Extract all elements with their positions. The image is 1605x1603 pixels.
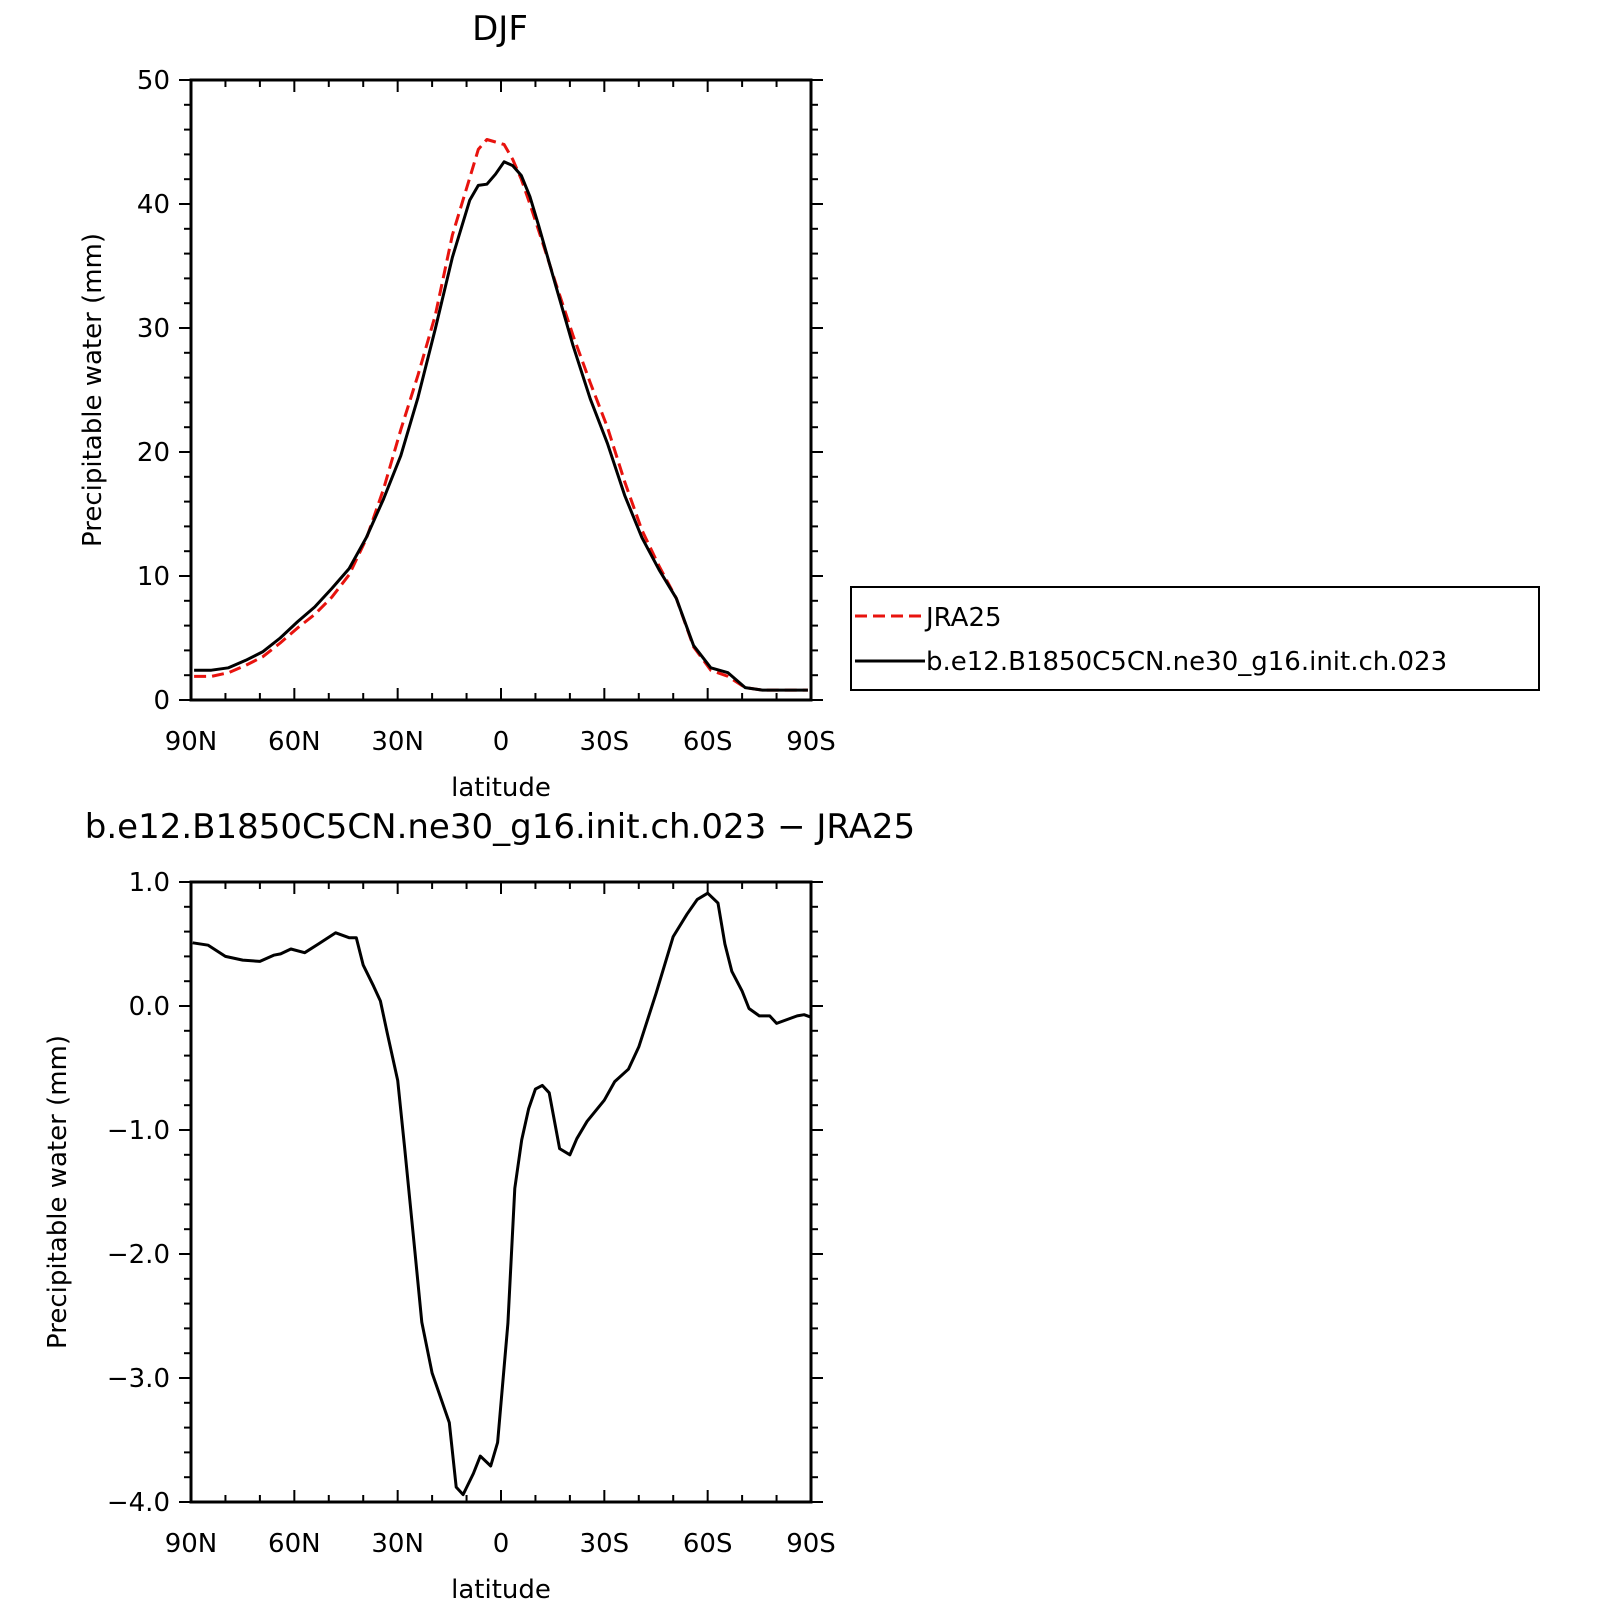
series-jra25-line [194, 138, 808, 692]
y-tick-label: 1.0 [129, 868, 170, 898]
panel1-data-lines [194, 138, 808, 692]
panel2-ticks [179, 881, 823, 1503]
series-difference-line [192, 891, 812, 1497]
y-tick-label: 50 [137, 66, 170, 96]
y-tick-label: −3.0 [107, 1364, 170, 1394]
y-tick-label: −1.0 [107, 1116, 170, 1146]
legend-label-jra25: JRA25 [924, 603, 1002, 633]
panel1-plot-frame [189, 78, 813, 702]
legend-label-model: b.e12.B1850C5CN.ne30_g16.init.ch.023 [926, 647, 1447, 677]
x-tick-label: 60S [683, 727, 733, 757]
x-tick-label: 30S [580, 727, 630, 757]
panel2-x-tick-labels: 90N 60N 30N 0 30S 60S 90S [165, 1529, 836, 1559]
x-tick-label: 90S [786, 1529, 836, 1559]
absolute-panel: DJF 0 10 20 30 40 50 90N 60N 30N 0 30S 60S 90S lati… [78, 9, 836, 803]
panel1-y-tick-labels: 0 10 20 30 40 50 [137, 66, 170, 716]
x-tick-label: 90N [165, 1529, 218, 1559]
x-tick-label: 90S [786, 727, 836, 757]
series-model-line [194, 160, 808, 692]
panel1-x-tick-labels: 90N 60N 30N 0 30S 60S 90S [165, 727, 836, 757]
y-tick-label: 20 [137, 438, 170, 468]
panel2-y-tick-labels: 1.0 0.0 −1.0 −2.0 −3.0 −4.0 [107, 868, 170, 1518]
x-tick-label: 0 [493, 1529, 510, 1559]
legend-frame [850, 586, 1540, 691]
x-tick-label: 60N [268, 727, 321, 757]
x-tick-label: 0 [493, 727, 510, 757]
x-tick-label: 30S [580, 1529, 630, 1559]
difference-panel: b.e12.B1850C5CN.ne30_g16.init.ch.023 − J… [43, 807, 915, 1603]
panel2-x-axis-label: latitude [451, 1575, 551, 1603]
y-tick-label: 10 [137, 562, 170, 592]
panel1-ticks [179, 79, 823, 701]
y-tick-label: 0.0 [129, 992, 170, 1022]
panel2-y-axis-label: Precipitable water (mm) [43, 1035, 73, 1349]
y-tick-label: −2.0 [107, 1240, 170, 1270]
panel2-data-lines [192, 891, 812, 1497]
x-tick-label: 30N [371, 1529, 424, 1559]
y-tick-label: 0 [153, 686, 170, 716]
y-tick-label: 30 [137, 314, 170, 344]
y-tick-label: 40 [137, 190, 170, 220]
panel1-title: DJF [472, 9, 528, 49]
x-tick-label: 60S [683, 1529, 733, 1559]
panel1-y-axis-label: Precipitable water (mm) [78, 233, 108, 547]
x-tick-label: 60N [268, 1529, 321, 1559]
panel1-x-axis-label: latitude [451, 773, 551, 803]
y-tick-label: −4.0 [107, 1488, 170, 1518]
legend: JRA25 b.e12.B1850C5CN.ne30_g16.init.ch.0… [850, 586, 1540, 691]
x-tick-label: 90N [165, 727, 218, 757]
x-tick-label: 30N [371, 727, 424, 757]
panel2-title: b.e12.B1850C5CN.ne30_g16.init.ch.023 − J… [85, 807, 915, 847]
